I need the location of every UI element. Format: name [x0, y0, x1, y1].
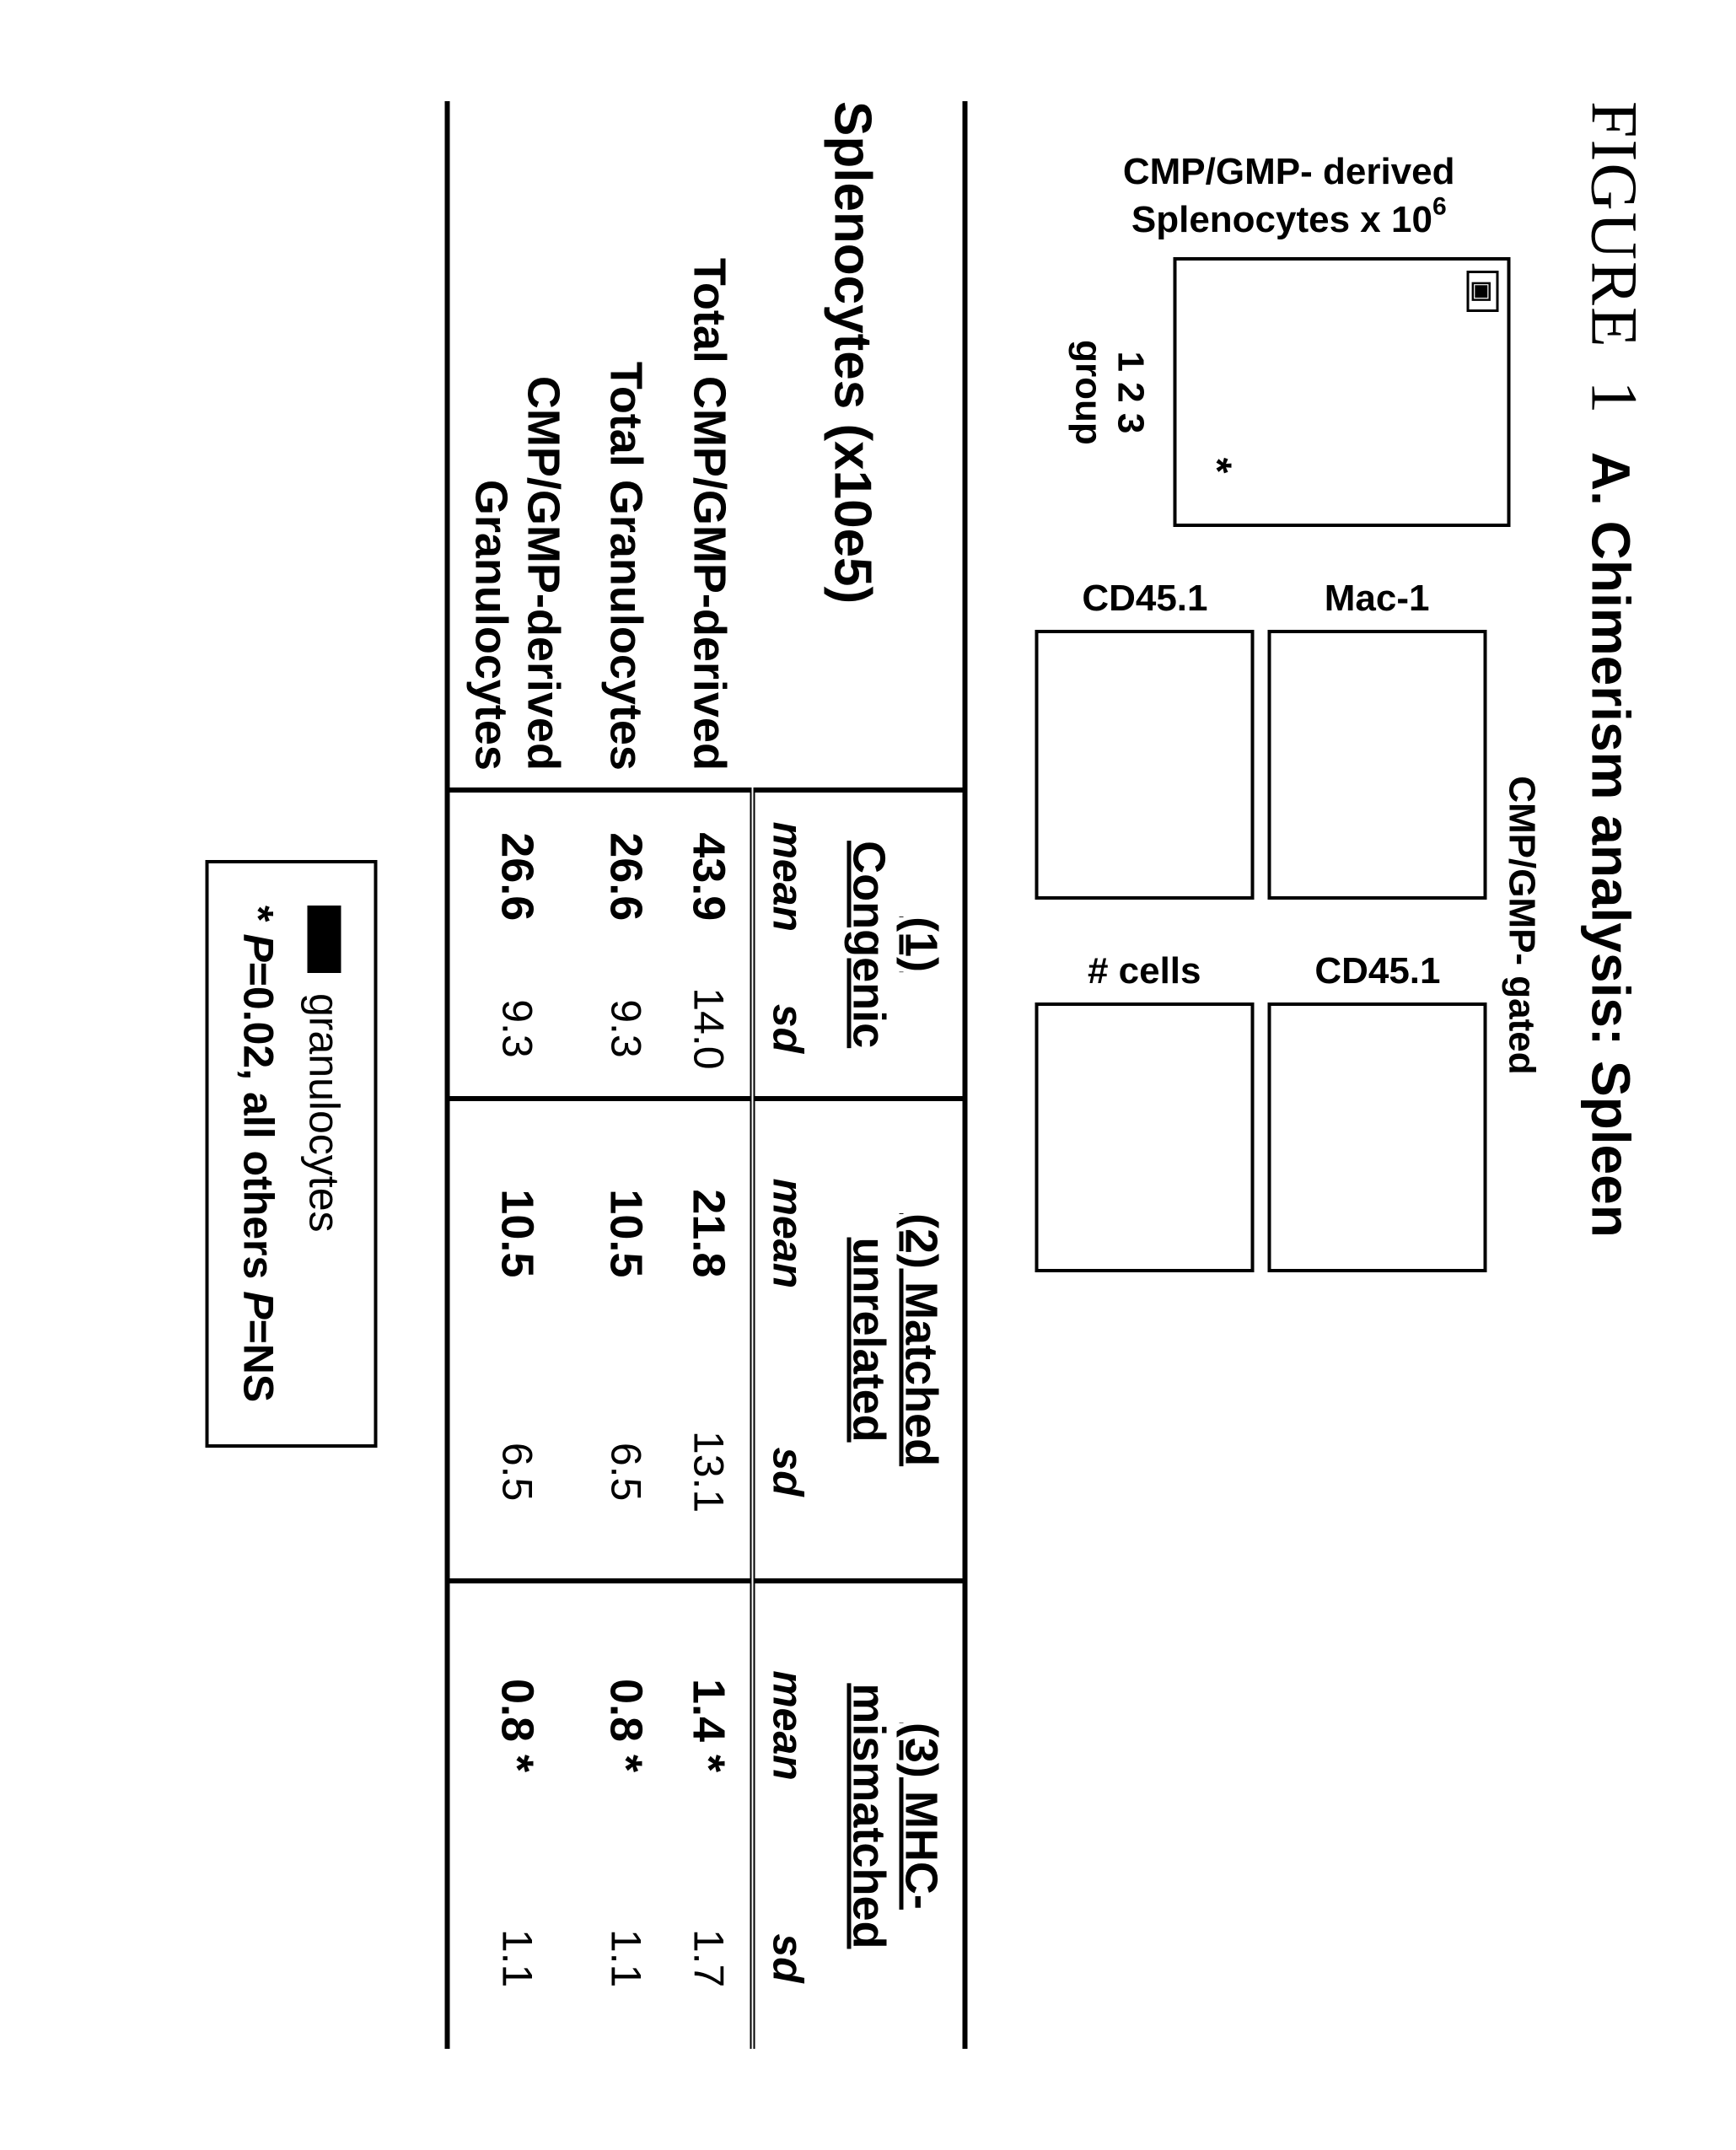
- cell-0-2: 21.8: [667, 1099, 752, 1365]
- cd451-bottom-label: CD45.1: [1081, 578, 1207, 620]
- legend-swatch-icon: [307, 906, 341, 973]
- gated-row-top: Mac-1 CD45.1: [1267, 578, 1486, 1272]
- sub-mean-2: mean: [752, 1099, 827, 1365]
- group-numbers: 1 2 3: [1109, 351, 1151, 433]
- sub-sd-2: sd: [752, 1365, 827, 1580]
- legend-end: =NS: [234, 1320, 282, 1403]
- cell-2-4: 0.8 *: [449, 1581, 584, 1868]
- gated-box-tr: [1267, 1002, 1486, 1272]
- gated-top-right: CD45.1: [1267, 950, 1486, 1272]
- table-row: Total CMP/GMP-derived 43.9 14.0 21.8 13.…: [667, 101, 752, 2049]
- cell-1-3: 6.5: [584, 1365, 667, 1580]
- cell-2-0: 26.6: [449, 790, 584, 961]
- group-axis: 1 2 3 group: [1067, 340, 1151, 445]
- sub-mean-1: mean: [752, 790, 827, 961]
- legend-p2: P: [234, 1291, 282, 1319]
- row-label-1: Total Granulocytes: [584, 101, 667, 790]
- figure-number: 1: [1577, 380, 1651, 413]
- ylabel-line2: Splenocytes x 10: [1131, 199, 1432, 240]
- gated-title: CMP/GMP- gated: [1500, 578, 1542, 1272]
- table-row: CMP/GMP-derived Granulocytes 26.6 9.3 10…: [449, 101, 584, 2049]
- group-header-1: (1) Congenic: [827, 790, 962, 1099]
- right-chart-block: CMP/GMP- gated Mac-1 CD45.1: [1035, 578, 1542, 1272]
- gated-box-bl: [1035, 630, 1254, 900]
- cell-1-4: 0.8 *: [584, 1581, 667, 1868]
- cell-1-1: 9.3: [584, 961, 667, 1099]
- cells-label: # cells: [1088, 950, 1201, 992]
- cell-0-5: 1.7: [667, 1868, 752, 2049]
- ylabel-line1: CMP/GMP- derived: [1122, 151, 1454, 192]
- gated-box-br: [1035, 1002, 1254, 1272]
- gated-bottom-left: CD45.1: [1035, 578, 1254, 900]
- figure-prefix: FIGURE: [1577, 101, 1651, 349]
- cell-0-4: 1.4 *: [667, 1581, 752, 1868]
- legend-asterisk: *: [234, 906, 282, 933]
- legend-swatch-label: granulocytes: [299, 993, 348, 1233]
- cell-2-1: 9.3: [449, 961, 584, 1099]
- left-chart-ylabel: CMP/GMP- derived Splenocytes x 106: [1122, 152, 1454, 240]
- data-table: Splenocytes (x10e5) (1) Congenic (2) Mat…: [449, 101, 962, 2049]
- asterisk-mark: *: [1193, 458, 1239, 474]
- legend-p1: P: [234, 933, 282, 961]
- cell-2-5: 1.1: [449, 1868, 584, 2049]
- box-label-icon: ▣: [1466, 271, 1498, 311]
- figure-title: FIGURE 1 A. Chimerism analysis: Spleen: [1576, 101, 1652, 2049]
- page-container: FIGURE 1 A. Chimerism analysis: Spleen C…: [0, 0, 1736, 2150]
- cell-0-1: 14.0: [667, 961, 752, 1099]
- cell-1-0: 26.6: [584, 790, 667, 961]
- cd451-top-label: CD45.1: [1314, 950, 1439, 992]
- cell-0-3: 13.1: [667, 1365, 752, 1580]
- sub-sd-1: sd: [752, 961, 827, 1099]
- row-label-2: CMP/GMP-derived Granulocytes: [449, 101, 584, 790]
- legend-row: granulocytes: [299, 906, 348, 1402]
- legend-note: * P=0.02, all others P=NS: [234, 906, 282, 1402]
- left-chart-column: ▣ * 1 2 3 group: [1067, 257, 1510, 527]
- cell-0-0: 43.9: [667, 790, 752, 961]
- gated-box-tl: [1267, 630, 1486, 900]
- mac1-label: Mac-1: [1325, 578, 1430, 620]
- header-row-1: Splenocytes (x10e5) (1) Congenic (2) Mat…: [827, 101, 962, 2049]
- group-header-2: (2) Matched unrelated: [827, 1099, 962, 1580]
- gated-bottom-right: # cells: [1035, 950, 1254, 1272]
- row-label-0: Total CMP/GMP-derived: [667, 101, 752, 790]
- cell-1-5: 1.1: [584, 1868, 667, 2049]
- table-main-header: Splenocytes (x10e5): [752, 101, 962, 790]
- data-table-wrap: Splenocytes (x10e5) (1) Congenic (2) Mat…: [444, 101, 967, 2049]
- left-chart-block: CMP/GMP- derived Splenocytes x 106 ▣ * 1…: [1035, 152, 1542, 527]
- table-row: Total Granulocytes 26.6 9.3 10.5 6.5 0.8…: [584, 101, 667, 2049]
- group-label: group: [1067, 340, 1109, 445]
- sub-mean-3: mean: [752, 1581, 827, 1868]
- gated-row-bottom: CD45.1 # cells: [1035, 578, 1254, 1272]
- legend-mid: =0.02, all others: [234, 962, 282, 1291]
- left-chart-box: ▣ *: [1173, 257, 1510, 527]
- ylabel-sup: 6: [1432, 192, 1446, 220]
- cell-1-2: 10.5: [584, 1099, 667, 1365]
- charts-area: CMP/GMP- derived Splenocytes x 106 ▣ * 1…: [1035, 152, 1542, 2049]
- group-header-3: (3) MHC-mismatched: [827, 1581, 962, 2049]
- legend-box: granulocytes * P=0.02, all others P=NS: [205, 860, 377, 1448]
- cell-2-2: 10.5: [449, 1099, 584, 1365]
- figure-subtitle: A. Chimerism analysis: Spleen: [1580, 452, 1641, 1238]
- cell-2-3: 6.5: [449, 1365, 584, 1580]
- sub-sd-3: sd: [752, 1868, 827, 2049]
- gated-top-left: Mac-1: [1267, 578, 1486, 900]
